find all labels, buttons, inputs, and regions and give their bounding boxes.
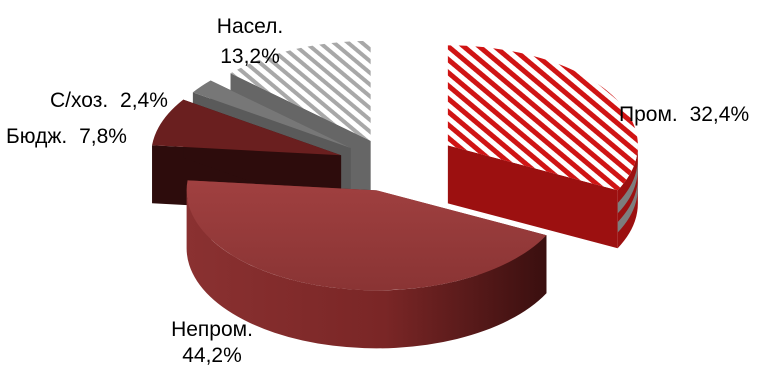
slice-label-shoz: С/хоз. 2,4% <box>50 89 168 112</box>
slice-wall-band-prom-0 <box>617 158 638 214</box>
slice-label-neprom-name: Непром. <box>171 318 253 341</box>
slice-cut-face-prom-1 <box>447 145 618 249</box>
slice-top-budzh <box>152 99 342 156</box>
slice-wall-band-prom-1 <box>617 177 638 233</box>
slice-label-budzh: Бюдж. 7,8% <box>6 125 127 148</box>
slice-label-prom-value: 32,4% <box>690 103 750 126</box>
slice-label-neprom-value: 44,2% <box>182 344 242 367</box>
slice-top-neprom <box>186 180 547 291</box>
slice-label-prom-name: Пром. <box>619 103 678 126</box>
slice-label-budzh-name: Бюдж. <box>6 125 67 148</box>
slice-label-nasel-value: 13,2% <box>220 45 280 68</box>
pie-slice-prom <box>447 45 638 249</box>
slice-label-shoz-name: С/хоз. <box>50 89 108 112</box>
slice-label-shoz-value: 2,4% <box>120 89 168 112</box>
pie-slice-neprom <box>186 180 547 349</box>
slice-top-nasel <box>230 40 371 141</box>
slice-label-prom: Пром. 32,4% <box>619 103 749 126</box>
slice-label-budzh-value: 7,8% <box>79 125 127 148</box>
slice-wall-neprom-0 <box>186 190 547 349</box>
slice-label-nasel-name: Насел. <box>217 15 283 38</box>
slice-top-prom <box>447 45 638 191</box>
slice-top-shoz <box>192 80 351 149</box>
